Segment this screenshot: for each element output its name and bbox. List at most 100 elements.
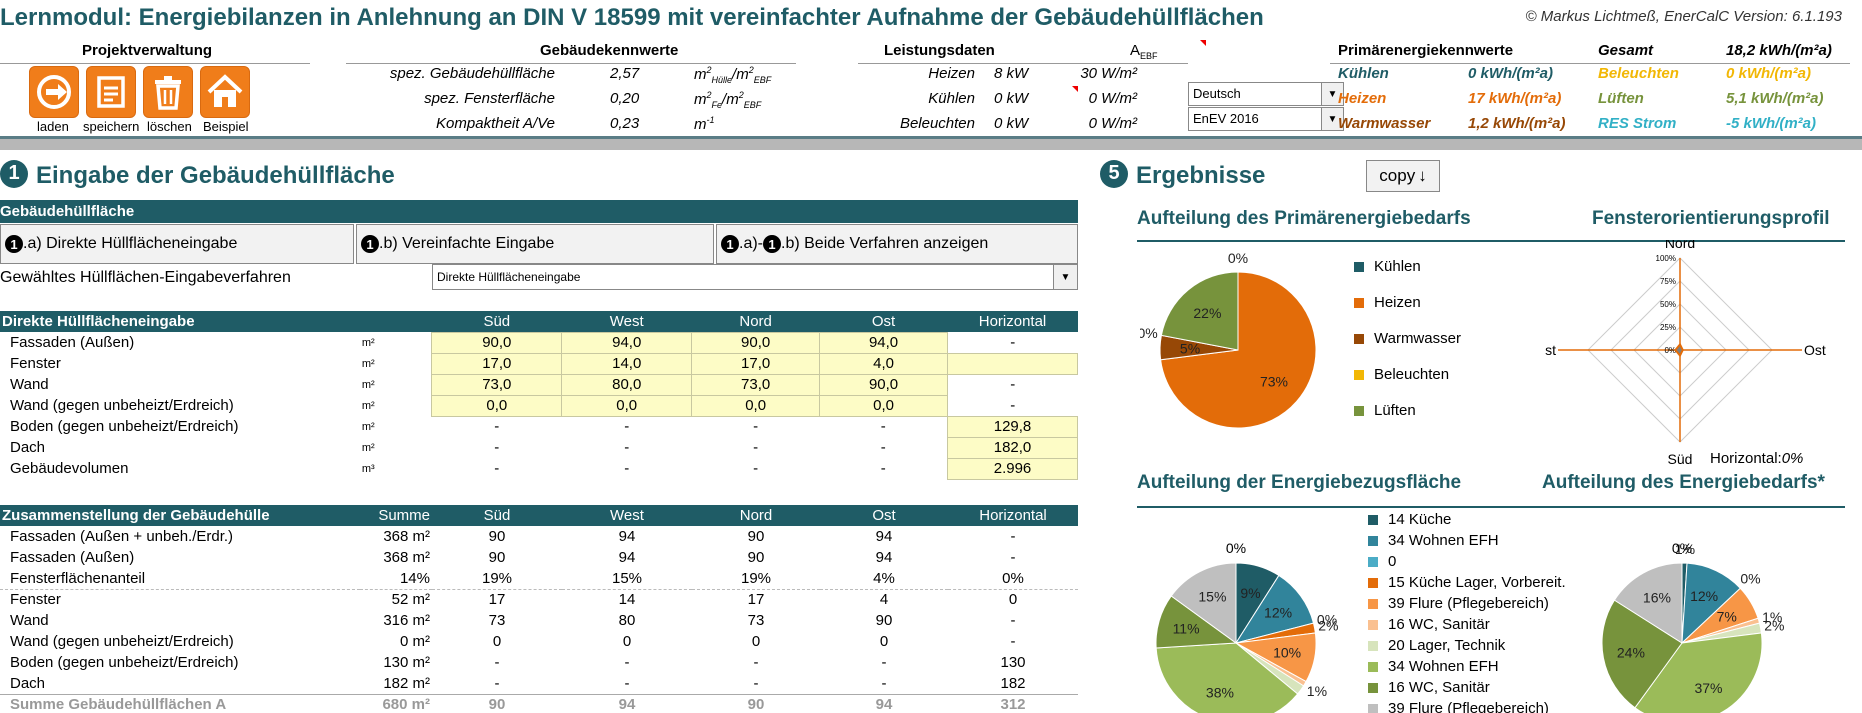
input-cell[interactable]: 90,0 (819, 373, 949, 396)
value-cell: - (881, 674, 887, 692)
value-cell: 14 (618, 591, 636, 609)
input-cell[interactable]: 90,0 (431, 331, 563, 354)
primaer-value-left-3: 1,2 kWh/(m²a) (1468, 115, 1566, 132)
input-cell[interactable]: 129,8 (947, 415, 1078, 438)
row-unit: m² (361, 336, 375, 349)
tab-vereinfachte-eingabe[interactable]: 1 .b) Vereinfachte Eingabe (356, 224, 714, 264)
pie-slice (1613, 562, 1683, 644)
input-cell[interactable]: 17,0 (431, 352, 563, 375)
legend-swatch (1368, 577, 1378, 588)
leistung-name-1: Heizen (928, 65, 975, 82)
legend-label: Heizen (1374, 294, 1421, 311)
row-label: Wand (10, 612, 49, 629)
input-cell[interactable]: 90,0 (691, 331, 821, 354)
direkt-col-header: Nord (739, 312, 772, 330)
tab-direkte-eingabe[interactable]: 1 .a) Direkte Hüllflächeneingabe (0, 224, 354, 264)
dropdown-arrow-icon[interactable]: ▼ (1053, 265, 1077, 289)
value-cell: 90 (875, 612, 893, 629)
load-button[interactable] (29, 66, 79, 118)
gebaeude-unit-1: m2Hülle/m2EBF (694, 65, 772, 85)
primaer-value-right-1: 0 kWh/(m²a) (1726, 65, 1812, 82)
value-cell: 368 m² (383, 549, 430, 566)
legend-swatch (1368, 703, 1378, 713)
input-cell[interactable]: 17,0 (691, 352, 821, 375)
value-cell: - (494, 654, 500, 671)
input-cell[interactable]: 0,0 (431, 394, 563, 417)
value-cell: 90 (747, 696, 765, 713)
input-cell[interactable]: 0,0 (561, 394, 693, 417)
divider (0, 63, 310, 64)
value-cell: 15% (611, 569, 643, 587)
input-cell[interactable]: 73,0 (691, 373, 821, 396)
value-cell: 0% (1002, 569, 1024, 587)
gebaeude-value-3: 0,23 (610, 115, 640, 132)
row-label: Dach (10, 674, 46, 692)
norm-select[interactable]: EnEV 2016 ▼ (1188, 107, 1344, 131)
table-row: Dach 182 m² - - - - 182 (0, 673, 1078, 694)
pie-chart-bezugsflaeche: 9%12% 0%2%10%1%38%11%15%0% (1155, 540, 1338, 713)
dropdown-arrow-icon[interactable]: ▼ (1321, 83, 1343, 105)
pie-slice (1155, 642, 1299, 713)
save-button[interactable] (86, 66, 136, 118)
value-cell: 0 (492, 633, 502, 650)
pie-data-label: 0% (1140, 325, 1158, 341)
row-unit: m² (361, 420, 375, 433)
language-select[interactable]: Deutsch ▼ (1188, 82, 1344, 106)
input-cell[interactable]: 0,0 (691, 394, 821, 417)
legend-item: 34 Wohnen EFH (1368, 658, 1499, 675)
radar-tick-label: 25% (1660, 323, 1676, 332)
input-cell[interactable]: 2.996 (947, 457, 1078, 480)
copy-button[interactable]: copy ↓ (1366, 160, 1440, 192)
zusammen-col-header: West (610, 507, 644, 524)
radar-tick-label: 100% (1656, 254, 1676, 263)
dropdown-arrow-icon[interactable]: ▼ (1321, 108, 1343, 130)
value-cell: - (624, 460, 630, 477)
trash-icon (155, 76, 181, 110)
legend-label: 34 Wohnen EFH (1388, 532, 1499, 549)
value-cell: 73 (488, 612, 506, 629)
pie-slice (1234, 574, 1315, 644)
pie-data-label: 5% (1180, 340, 1200, 356)
row-label: Fensterflächenanteil (10, 569, 146, 587)
input-cell[interactable]: 94,0 (561, 331, 693, 354)
gesamt-label: Gesamt (1598, 42, 1654, 59)
value-cell: 17 (488, 591, 506, 609)
primaer-label: Primärenergiekennwerte (1338, 42, 1514, 59)
aebf-label: AEBF (1130, 42, 1158, 61)
value-cell: - (753, 460, 759, 477)
pie-data-label: 0% (1228, 250, 1248, 266)
zusammen-col-header: Ost (872, 507, 896, 524)
pie-data-label: 24% (1617, 645, 1645, 661)
row-label: Fassaden (Außen) (10, 549, 135, 566)
input-cell[interactable]: 73,0 (431, 373, 563, 396)
value-cell: 14% (399, 569, 430, 587)
table-row: Fenster m² 17,0 14,0 17,0 4,0 (0, 352, 1078, 375)
row-unit: m³ (361, 462, 375, 475)
example-button[interactable] (200, 66, 250, 118)
primaer-name-right-3: RES Strom (1598, 115, 1677, 132)
row-label: Boden (gegen unbeheizt/Erdreich) (10, 418, 239, 435)
legend-label: 39 Flure (Pflegebereich) (1388, 595, 1549, 612)
pie-data-label: 1% (1307, 683, 1327, 699)
pie-data-label: 0% (1740, 571, 1760, 587)
radar-axis-label: West (1545, 342, 1556, 358)
table-row: Fensterflächenanteil 14% 19% 15% 19% 4% 0% (0, 568, 1078, 589)
chart-title-primaer: Aufteilung des Primärenergiebedarfs (1137, 208, 1471, 229)
input-cell[interactable]: 182,0 (947, 436, 1078, 459)
primaer-value-left-2: 17 kWh/(m²a) (1468, 90, 1562, 107)
input-cell[interactable] (947, 352, 1078, 375)
value-cell: - (1010, 612, 1016, 629)
input-cell[interactable]: 4,0 (819, 352, 949, 375)
pie-data-label: 16% (1643, 589, 1671, 605)
delete-button[interactable] (143, 66, 193, 118)
input-cell[interactable]: 14,0 (561, 352, 693, 375)
verfahren-select[interactable]: Direkte Hüllflächeneingabe ▼ (432, 264, 1078, 290)
divider (1330, 63, 1850, 64)
input-cell[interactable]: 0,0 (819, 394, 949, 417)
legend-item: 14 Küche (1368, 511, 1451, 528)
direkt-col-header: West (609, 312, 644, 330)
input-cell[interactable]: 80,0 (561, 373, 693, 396)
input-cell[interactable]: 94,0 (819, 331, 949, 354)
legend-item: 39 Flure (Pflegebereich) (1368, 595, 1549, 612)
tab-beide-verfahren[interactable]: 1 .a)- 1 .b) Beide Verfahren anzeigen (716, 224, 1078, 264)
